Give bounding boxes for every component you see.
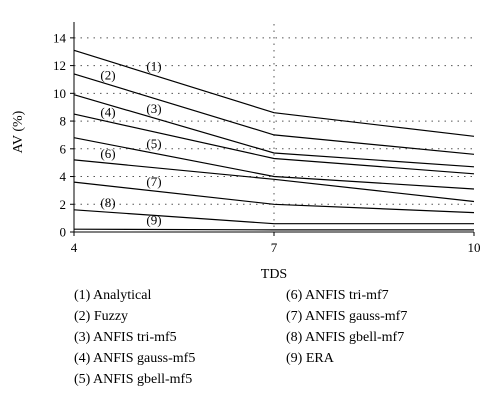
- legend-item-2: (2) Fuzzy: [74, 309, 129, 324]
- legend-item-9: (9) ERA: [286, 351, 334, 366]
- series-tags: (1) (2) (3) (4) (5) (6) (7) (8) (9): [100, 58, 161, 227]
- series-tag-8: (8): [100, 195, 115, 210]
- series-line-3: [73, 94, 475, 168]
- series-lines: [73, 49, 475, 231]
- series-tag-1: (1): [146, 58, 161, 73]
- x-tick-label: 10: [468, 240, 481, 255]
- series-line-6: [73, 159, 475, 203]
- series-line-4: [73, 113, 475, 175]
- series-line-1: [73, 49, 475, 137]
- series-tag-3: (3): [146, 101, 161, 116]
- series-tag-4: (4): [100, 105, 115, 120]
- series-tag-7: (7): [146, 174, 161, 189]
- series-tag-6: (6): [100, 146, 115, 161]
- legend-item-6: (6) ANFIS tri-mf7: [286, 288, 389, 303]
- y-axis-title: AV (%): [11, 110, 26, 153]
- legend-item-1: (1) Analytical: [74, 288, 152, 303]
- series-line-8: [73, 209, 474, 225]
- series-line-5: [73, 137, 475, 190]
- legend-item-4: (4) ANFIS gauss-mf5: [74, 351, 196, 366]
- series-tag-2: (2): [100, 67, 115, 82]
- y-tick-label: 0: [60, 225, 67, 240]
- legend-item-8: (8) ANFIS gbell-mf7: [286, 330, 405, 345]
- y-tick-label: 12: [53, 58, 66, 73]
- x-axis-title: TDS: [261, 267, 287, 282]
- line-chart: 0 2 4 6 8 10 12 14 4 7 10 (1) (2) (3) (4) (5) (6) (7) (8)…: [11, 22, 481, 282]
- y-tick-label: 8: [60, 114, 67, 129]
- series-tag-5: (5): [146, 136, 161, 151]
- y-tick-label: 2: [60, 197, 67, 212]
- y-tick-label: 4: [60, 169, 67, 184]
- x-tick-label: 7: [271, 240, 278, 255]
- tick-labels: 0 2 4 6 8 10 12 14 4 7 10: [53, 30, 481, 255]
- series-tag-9: (9): [146, 213, 161, 228]
- y-tick-label: 10: [53, 86, 66, 101]
- series-line-2: [73, 73, 475, 155]
- y-tick-label: 14: [53, 30, 67, 45]
- x-tick-label: 4: [71, 240, 78, 255]
- y-tick-label: 6: [60, 141, 67, 156]
- legend-item-3: (3) ANFIS tri-mf5: [74, 330, 177, 345]
- legend: (1) Analytical (2) Fuzzy (3) ANFIS tri-mf5…: [74, 288, 484, 393]
- legend-item-5: (5) ANFIS gbell-mf5: [74, 372, 193, 387]
- grid-lines: [74, 24, 474, 232]
- series-line-9: [73, 228, 474, 231]
- legend-item-7: (7) ANFIS gauss-mf7: [286, 309, 408, 324]
- series-line-7: [73, 181, 475, 214]
